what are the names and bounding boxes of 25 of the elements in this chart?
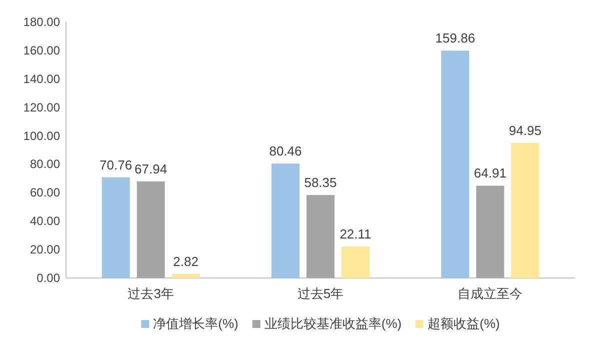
data-label: 80.46 — [269, 144, 302, 159]
data-label: 64.91 — [474, 166, 506, 181]
data-label: 22.11 — [340, 226, 372, 242]
data-label: 94.95 — [508, 122, 542, 138]
data-label: 67.94 — [134, 161, 168, 176]
ytick: 160.00 — [23, 43, 60, 58]
xtick: 自成立至今 — [458, 286, 523, 301]
ytick: 120.00 — [23, 100, 60, 114]
xtick: 过去5年 — [297, 286, 344, 301]
data-label: 159.86 — [435, 30, 476, 46]
legend-label: 净值增长率(%) — [153, 316, 238, 331]
legend-label: 超额收益(%) — [428, 316, 500, 331]
ytick: 0.00 — [36, 271, 60, 285]
ytick: 180.00 — [23, 15, 60, 29]
ytick: 60.00 — [30, 186, 60, 200]
legend-label: 业绩比较基准收益率(%) — [264, 316, 402, 331]
ytick: 100.00 — [23, 128, 60, 143]
data-label: 70.76 — [100, 157, 132, 172]
ytick: 80.00 — [30, 157, 60, 172]
ytick: 40.00 — [30, 214, 60, 228]
data-label: 58.35 — [304, 175, 337, 190]
ytick: 140.00 — [23, 72, 60, 86]
xtick: 过去3年 — [128, 286, 174, 301]
ytick: 20.00 — [30, 242, 60, 257]
data-label: 2.82 — [173, 254, 198, 269]
